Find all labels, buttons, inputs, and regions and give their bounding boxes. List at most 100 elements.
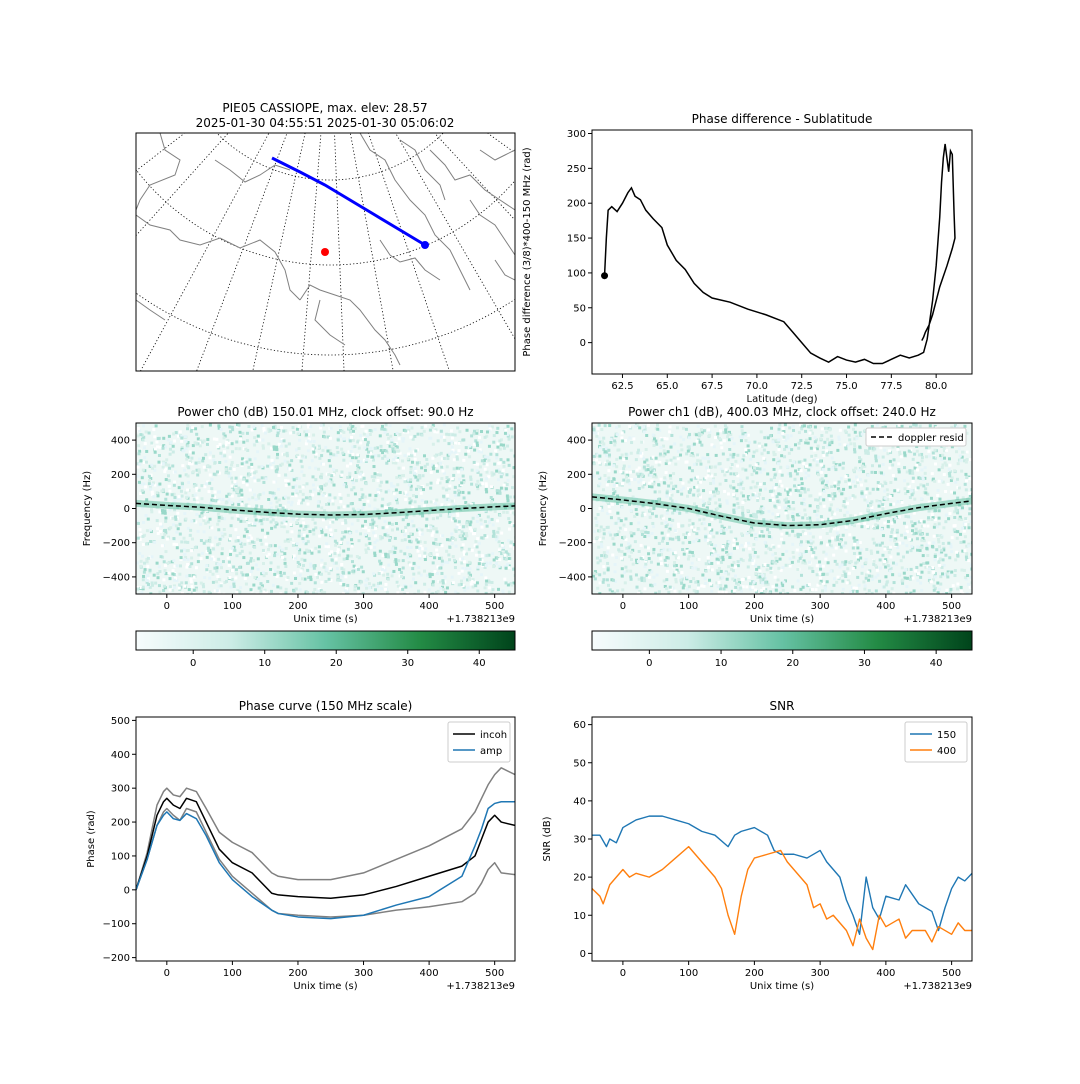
- x-tick-label: 300: [354, 968, 373, 979]
- x-tick-label: 0: [620, 968, 626, 979]
- x-tick-label: 65.0: [656, 381, 678, 392]
- map-title-line1: PIE05 CASSIOPE, max. elev: 28.57: [222, 101, 427, 115]
- y-tick-label: 200: [567, 470, 586, 481]
- legend-label: amp: [480, 746, 502, 757]
- colorbar-tick-label: 30: [858, 658, 871, 669]
- y-tick-label: −200: [559, 538, 586, 549]
- y-tick-label: 500: [111, 716, 130, 727]
- chart-title: Phase difference - Sublatitude: [692, 112, 873, 126]
- plot-frame: [592, 130, 972, 374]
- x-offset-text: +1.738213e9: [446, 614, 515, 625]
- y-tick-label: 400: [567, 436, 586, 447]
- station-marker: [321, 248, 329, 256]
- series-line-amp: [136, 802, 515, 919]
- legend-label: incoh: [480, 730, 507, 741]
- y-tick-label: −200: [103, 538, 130, 549]
- y-tick-label: 30: [573, 835, 586, 846]
- phase-difference-chart: Phase difference - Sublatitude 62.5 65.0 67…: [522, 112, 972, 405]
- colorbar-tick-label: 30: [401, 658, 414, 669]
- y-tick-label: 200: [111, 818, 130, 829]
- colorbar-tick-label: 0: [646, 658, 652, 669]
- x-tick-label: 400: [420, 601, 439, 612]
- x-tick-label: 200: [745, 601, 764, 612]
- x-offset-text: +1.738213e9: [446, 981, 515, 992]
- x-offset-text: +1.738213e9: [903, 981, 972, 992]
- chart-title: Phase curve (150 MHz scale): [239, 699, 413, 713]
- y-tick-label: 40: [573, 796, 586, 807]
- legend: incoh amp: [448, 722, 510, 762]
- colorbar-tick-label: 10: [715, 658, 728, 669]
- y-tick-label: 200: [567, 199, 586, 210]
- y-axis-label: SNR (dB): [542, 816, 553, 861]
- x-offset-text: +1.738213e9: [903, 614, 972, 625]
- x-tick-label: 72.5: [791, 381, 813, 392]
- x-tick-label: 500: [485, 601, 504, 612]
- x-tick-label: 100: [679, 601, 698, 612]
- y-tick-label: 50: [573, 303, 586, 314]
- x-tick-label: 400: [876, 601, 895, 612]
- chart-title: Power ch1 (dB), 400.03 MHz, clock offset…: [628, 405, 936, 419]
- x-tick-label: 100: [223, 968, 242, 979]
- x-tick-label: 0: [620, 601, 626, 612]
- y-tick-label: 100: [111, 851, 130, 862]
- x-tick-label: 300: [811, 968, 830, 979]
- phase-curve-chart: Phase curve (150 MHz scale) 0 100 200 300 400…: [86, 699, 515, 992]
- start-marker: [601, 272, 608, 279]
- x-tick-label: 200: [288, 601, 307, 612]
- y-tick-label: 0: [580, 949, 586, 960]
- x-tick-label: 300: [811, 601, 830, 612]
- x-tick-label: 67.5: [701, 381, 723, 392]
- colorbar: [136, 631, 515, 650]
- y-tick-label: −400: [103, 572, 130, 583]
- x-tick-label: 62.5: [611, 381, 633, 392]
- colorbar-tick-label: 20: [786, 658, 799, 669]
- y-tick-label: 300: [111, 784, 130, 795]
- y-axis-label: Frequency (Hz): [82, 471, 93, 547]
- x-tick-label: 400: [876, 968, 895, 979]
- y-tick-label: −200: [103, 953, 130, 964]
- x-tick-label: 300: [354, 601, 373, 612]
- y-tick-label: 300: [567, 129, 586, 140]
- colorbar: [592, 631, 972, 650]
- legend: doppler resid: [866, 428, 966, 446]
- x-axis-label: Unix time (s): [750, 614, 814, 625]
- y-tick-label: 250: [567, 164, 586, 175]
- x-tick-label: 75.0: [835, 381, 857, 392]
- colorbar-tick-label: 40: [930, 658, 943, 669]
- x-tick-label: 70.0: [746, 381, 768, 392]
- y-tick-label: 150: [567, 234, 586, 245]
- colorbar-tick-label: 20: [330, 658, 343, 669]
- y-tick-label: 10: [573, 911, 586, 922]
- y-tick-label: 60: [573, 720, 586, 731]
- x-tick-label: 500: [942, 601, 961, 612]
- series-line-envelope: [136, 768, 515, 890]
- colorbar-tick-label: 40: [473, 658, 486, 669]
- x-axis-label: Unix time (s): [293, 981, 357, 992]
- x-tick-label: 77.5: [880, 381, 902, 392]
- colorbar-tick-label: 0: [190, 658, 196, 669]
- y-tick-label: 400: [111, 750, 130, 761]
- y-axis-label: Frequency (Hz): [538, 471, 549, 547]
- x-axis-label: Unix time (s): [293, 614, 357, 625]
- x-tick-label: 200: [288, 968, 307, 979]
- y-tick-label: −400: [559, 572, 586, 583]
- power-ch1-chart: Power ch1 (dB), 400.03 MHz, clock offset…: [538, 405, 975, 669]
- y-tick-label: 100: [567, 268, 586, 279]
- track-end-marker: [421, 241, 429, 249]
- x-axis-label: Latitude (deg): [747, 394, 818, 405]
- map-title-line2: 2025-01-30 04:55:51 2025-01-30 05:06:02: [196, 116, 455, 130]
- series-line-150: [592, 816, 972, 934]
- legend-label: doppler resid: [898, 433, 964, 444]
- chart-title: Power ch0 (dB) 150.01 MHz, clock offset:…: [177, 405, 473, 419]
- legend-label: 400: [937, 746, 956, 757]
- series-line-envelope: [136, 809, 515, 917]
- x-axis-label: Unix time (s): [750, 981, 814, 992]
- x-tick-label: 100: [223, 601, 242, 612]
- y-tick-label: 400: [111, 436, 130, 447]
- legend-label: 150: [937, 730, 956, 741]
- x-tick-label: 0: [164, 968, 170, 979]
- y-tick-label: 50: [573, 758, 586, 769]
